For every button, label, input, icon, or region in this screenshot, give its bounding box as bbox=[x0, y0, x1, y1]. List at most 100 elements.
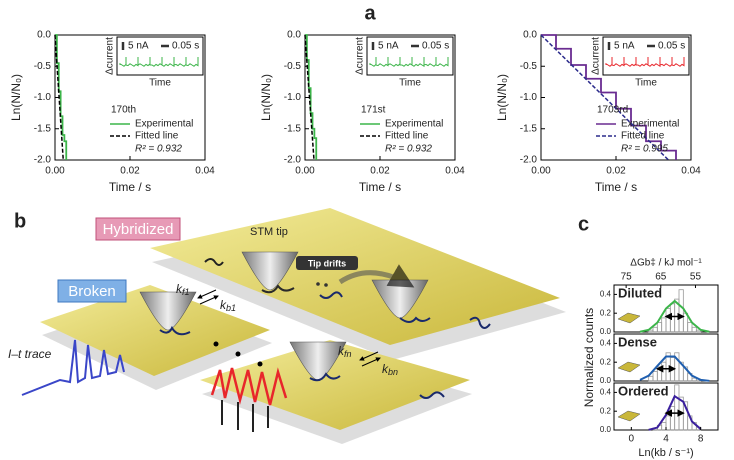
y-tick-label: -2.0 bbox=[284, 155, 302, 166]
drift-label: Tip drifts bbox=[308, 258, 346, 268]
fit-curve bbox=[639, 299, 710, 333]
legend-label: Fitted line bbox=[135, 131, 179, 142]
molecule bbox=[319, 291, 343, 299]
inset-y-label: Δcurrent bbox=[105, 37, 116, 75]
panel-name: Dense bbox=[618, 334, 657, 349]
molecule bbox=[159, 325, 191, 336]
histogram-bar bbox=[695, 329, 702, 333]
rate-label: kf1 bbox=[176, 282, 190, 297]
inset-x-label: Time bbox=[399, 78, 421, 89]
equilibrium-arrow bbox=[360, 351, 380, 367]
x-tick-label: 0.00 bbox=[295, 166, 315, 177]
scale-label: 0.05 s bbox=[422, 41, 449, 52]
x-axis-label: Time / s bbox=[359, 180, 401, 194]
trace bbox=[21, 339, 125, 396]
sample-icon bbox=[617, 410, 641, 422]
y-tick-label: -1.5 bbox=[34, 123, 52, 134]
x-tick-label: 0.00 bbox=[45, 166, 65, 177]
annotation: R² = 0.995 bbox=[621, 144, 668, 155]
y-tick-label: -2.0 bbox=[34, 155, 52, 166]
y-tick-label: 0.2 bbox=[600, 406, 612, 415]
x-tick-label: 0.04 bbox=[445, 166, 465, 177]
legend-label: Experimental bbox=[385, 119, 443, 130]
molecule bbox=[261, 284, 295, 294]
inset-frame bbox=[602, 36, 690, 76]
y-tick-label: -0.5 bbox=[284, 61, 302, 72]
tip-label: STM tip bbox=[250, 226, 288, 238]
scale-label: 0.05 s bbox=[172, 41, 199, 52]
panel-name: Ordered bbox=[618, 383, 669, 398]
series-line bbox=[541, 34, 677, 160]
inset-x-label: Time bbox=[635, 78, 657, 89]
y-tick-label: -1.5 bbox=[284, 123, 302, 134]
scale-label: 5 nA bbox=[614, 41, 635, 52]
y-axis-label: Normalized counts bbox=[582, 308, 596, 407]
fit-curve bbox=[639, 355, 710, 382]
y-tick-label: 0.0 bbox=[600, 376, 612, 385]
y-tick-label: 0.4 bbox=[600, 339, 612, 348]
ellipsis bbox=[235, 351, 241, 357]
y-tick-label: -2.0 bbox=[520, 155, 538, 166]
y-axis-label: Ln(N/N₀) bbox=[495, 74, 509, 121]
molecule bbox=[419, 391, 445, 399]
x-tick-label: 0.04 bbox=[681, 166, 701, 177]
inset-trace bbox=[369, 57, 449, 68]
panel-label: c bbox=[578, 213, 589, 235]
y-tick-label: 0.0 bbox=[600, 425, 612, 434]
y-tick-label: 0.4 bbox=[600, 290, 612, 299]
x2-tick-label: 65 bbox=[655, 272, 667, 283]
state-label: Broken bbox=[68, 283, 116, 300]
fit-curve bbox=[648, 394, 702, 431]
x-tick-label: 0.00 bbox=[531, 166, 551, 177]
x-tick-label: 0.02 bbox=[370, 166, 390, 177]
y-tick-label: 0.0 bbox=[287, 30, 301, 41]
y-tick-label: 0.2 bbox=[600, 357, 612, 366]
scale-label: 5 nA bbox=[128, 41, 149, 52]
legend-label: Experimental bbox=[135, 119, 193, 130]
x2-tick-label: 55 bbox=[690, 272, 702, 283]
histogram-bar bbox=[691, 326, 697, 333]
series-line bbox=[54, 34, 64, 161]
y-tick-label: -1.5 bbox=[520, 123, 538, 134]
legend-label: Experimental bbox=[621, 119, 679, 130]
y-tick-label: 0.0 bbox=[523, 30, 537, 41]
ellipsis bbox=[316, 282, 320, 286]
y-tick-label: 0.0 bbox=[37, 30, 51, 41]
x-tick-label: 0.04 bbox=[195, 166, 215, 177]
y-tick-label: 0.0 bbox=[600, 327, 612, 336]
state-label: Hybridized bbox=[103, 221, 174, 238]
annotation: 1703rd bbox=[597, 105, 628, 116]
annotation: R² = 0.932 bbox=[385, 144, 432, 155]
scale-label: 0.05 s bbox=[658, 41, 685, 52]
y-axis-label: Ln(N/N₀) bbox=[9, 74, 23, 121]
inset-y-label: Δcurrent bbox=[355, 37, 366, 75]
trace bbox=[221, 400, 269, 432]
y-tick-label: -0.5 bbox=[34, 61, 52, 72]
x-tick-label: 0 bbox=[629, 434, 635, 445]
molecule bbox=[204, 258, 224, 266]
x-tick-label: 0.02 bbox=[120, 166, 140, 177]
surface bbox=[40, 285, 270, 376]
x2-tick-label: 75 bbox=[621, 272, 633, 283]
y-tick-label: 0.4 bbox=[600, 388, 612, 397]
annotation: R² = 0.932 bbox=[135, 144, 182, 155]
rate-label: kfn bbox=[338, 344, 352, 359]
stm-tip bbox=[139, 291, 197, 331]
x-axis-label: Time / s bbox=[595, 180, 637, 194]
inset-trace bbox=[605, 57, 685, 68]
label-box bbox=[296, 256, 358, 270]
y-tick-label: 0.2 bbox=[600, 308, 612, 317]
sample-icon bbox=[617, 361, 641, 373]
panel-label: b bbox=[14, 210, 26, 232]
annotation: 171st bbox=[361, 105, 386, 116]
y-tick-label: -1.0 bbox=[34, 92, 52, 103]
x-axis-label: Time / s bbox=[109, 180, 151, 194]
rate-label: kbn bbox=[382, 362, 398, 377]
surface bbox=[200, 340, 470, 430]
legend-label: Fitted line bbox=[621, 131, 665, 142]
legend-label: Fitted line bbox=[385, 131, 429, 142]
x-tick-label: 8 bbox=[698, 434, 704, 445]
inset-y-label: Δcurrent bbox=[591, 37, 602, 75]
rate-label: kb1 bbox=[220, 298, 236, 313]
